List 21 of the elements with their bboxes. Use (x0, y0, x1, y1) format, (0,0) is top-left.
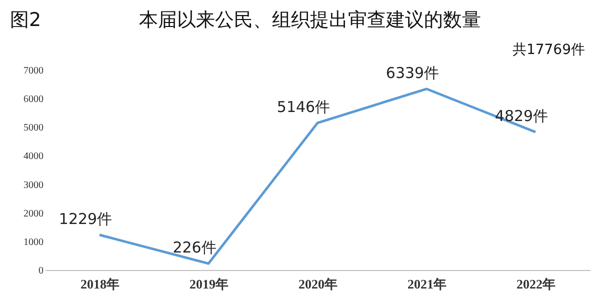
chart-title: 本届以来公民、组织提出审查建议的数量 (139, 9, 481, 31)
data-label: 1229件 (58, 210, 112, 228)
x-tick-label: 2019年 (190, 276, 228, 292)
y-tick-label: 3000 (24, 180, 44, 191)
data-label: 4829件 (494, 107, 548, 126)
data-label: 6339件 (386, 64, 440, 82)
text: 共17769件 (512, 42, 585, 58)
y-tick-label: 2000 (24, 208, 44, 220)
y-tick-label: 0 (38, 266, 44, 276)
x-tick-label: 2018年 (80, 276, 120, 292)
y-tick-label: 4000 (24, 151, 44, 162)
data-label: 226件 (172, 238, 216, 257)
data-label: 5146件 (276, 98, 330, 116)
x-tick-label: 2021年 (408, 276, 446, 292)
y-tick-label: 7000 (24, 66, 44, 76)
x-tick-label: 2020年 (298, 276, 338, 292)
y-tick-label: 1000 (24, 236, 44, 248)
caption: 图2 (10, 9, 42, 31)
y-tick-label: 5000 (24, 122, 44, 134)
x-tick-label: 2022年 (516, 276, 556, 292)
y-tick-label: 6000 (24, 94, 44, 106)
